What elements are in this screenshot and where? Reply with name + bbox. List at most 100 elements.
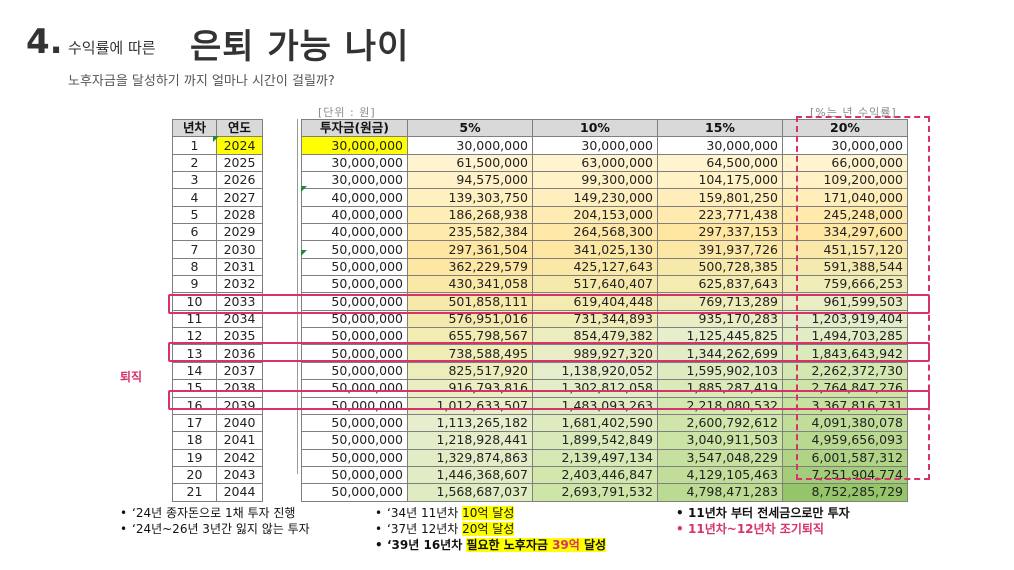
table-row: 40,000,000 235,582,384 264,568,300 297,337,… — [301, 223, 908, 242]
table-row: 8 2031 — [172, 257, 263, 277]
cell-year-count: 12 — [172, 327, 217, 346]
cell-year-count: 5 — [172, 205, 217, 225]
list-item: • 11년차 부터 전세금으로만 투자 — [676, 506, 850, 520]
table-row: 50,000,000 501,858,111 619,404,448 769,713,… — [301, 292, 908, 311]
cell-value: 64,500,000 — [657, 153, 783, 173]
cell-value: 769,713,289 — [657, 292, 783, 311]
cell-year: 2032 — [216, 275, 263, 294]
cell-value: 517,640,407 — [532, 275, 658, 294]
cell-value: 825,517,920 — [407, 361, 533, 381]
cell-year: 2044 — [216, 483, 263, 502]
table-row: 3 2026 — [172, 171, 263, 190]
cell-value: 1,329,874,863 — [407, 448, 533, 467]
table-row: 21 2044 — [172, 483, 263, 502]
bullet-text: ‘24년~26년 3년간 잃지 않는 투자 — [132, 522, 310, 536]
table-row: 9 2032 — [172, 275, 263, 294]
highlighted-amount: 39억 — [552, 538, 580, 552]
cell-value: 1,113,265,182 — [407, 413, 533, 433]
col-header-5pct: 5% — [407, 118, 533, 138]
cell-year: 2040 — [216, 413, 263, 433]
cell-value: 961,599,503 — [782, 292, 908, 311]
unit-note: [단위 : 원] — [318, 106, 376, 119]
bullet-text: ‘39년 16년차 — [387, 538, 467, 552]
table-row: 12 2035 — [172, 327, 263, 346]
highlighted-text: 20억 달성 — [462, 522, 515, 536]
table-row: 5 2028 — [172, 205, 263, 225]
cell-value: 619,404,448 — [532, 292, 658, 311]
cell-value: 30,000,000 — [532, 136, 658, 155]
table-row: 1 2024 — [172, 136, 263, 155]
cell-value: 104,175,000 — [657, 171, 783, 190]
cell-value: 6,001,587,312 — [782, 448, 908, 467]
bullets-middle: • ‘34년 11년차 10억 달성 • ‘37년 12년차 20억 달성 • ‘39… — [375, 505, 607, 553]
cell-value: 30,000,000 — [657, 136, 783, 155]
table-row: 50,000,000 362,229,579 425,127,643 500,728,… — [301, 257, 908, 277]
table-row: 40,000,000 139,303,750 149,230,000 159,801,… — [301, 188, 908, 207]
cell-year-count: 6 — [172, 223, 217, 242]
bullet-text: ‘24년 종자돈으로 1채 투자 진행 — [132, 506, 296, 520]
cell-value: 362,229,579 — [407, 257, 533, 277]
list-item: • ‘34년 11년차 10억 달성 — [375, 506, 515, 520]
cell-value: 4,959,656,093 — [782, 431, 908, 450]
cell-year-count: 17 — [172, 413, 217, 433]
cell-principal: 40,000,000 — [301, 188, 408, 207]
cell-year-count: 3 — [172, 171, 217, 190]
table-row: 50,000,000 1,568,687,037 2,693,791,532 4,79… — [301, 483, 908, 502]
col-header-year-count: 년차 — [172, 118, 217, 138]
cell-value: 2,600,792,612 — [657, 413, 783, 433]
cell-value: 1,595,902,103 — [657, 361, 783, 381]
cell-principal: 50,000,000 — [301, 413, 408, 433]
list-item: • 11년차~12년차 조기퇴직 — [676, 522, 824, 536]
cell-principal: 50,000,000 — [301, 257, 408, 277]
comment-marker-icon — [301, 250, 307, 256]
cell-value: 591,388,544 — [782, 257, 908, 277]
highlighted-text-b: 달성 — [579, 538, 607, 552]
section-number: 4. — [26, 22, 63, 62]
cell-year: 2027 — [216, 188, 263, 207]
cell-value: 1,483,093,263 — [532, 396, 658, 415]
cell-principal: 50,000,000 — [301, 309, 408, 329]
col-header-year: 연도 — [216, 118, 263, 138]
cell-value: 4,091,380,078 — [782, 413, 908, 433]
cell-principal: 50,000,000 — [301, 448, 408, 467]
table-row: 30,000,000 61,500,000 63,000,000 64,500,000… — [301, 153, 908, 173]
bullet-text: ‘37년 12년차 — [387, 522, 463, 536]
cell-year: 2043 — [216, 465, 263, 485]
cell-year: 2026 — [216, 171, 263, 190]
cell-year-count: 14 — [172, 361, 217, 381]
cell-principal: 40,000,000 — [301, 223, 408, 242]
table-row: 30,000,000 94,575,000 99,300,000 104,175,00… — [301, 171, 908, 190]
cell-principal: 50,000,000 — [301, 327, 408, 346]
table-row: 13 2036 — [172, 344, 263, 363]
cell-year-count: 9 — [172, 275, 217, 294]
cell-year-count: 8 — [172, 257, 217, 277]
cell-value: 425,127,643 — [532, 257, 658, 277]
rate-note: [%는 년 수익률] — [810, 106, 897, 119]
cell-value: 576,951,016 — [407, 309, 533, 329]
cell-year-count: 20 — [172, 465, 217, 485]
cell-value: 501,858,111 — [407, 292, 533, 311]
comment-marker-icon — [213, 136, 219, 142]
bullet-text: 11년차 부터 전세금으로만 투자 — [688, 506, 850, 520]
table-row: 20 2043 — [172, 465, 263, 485]
col-header-10pct: 10% — [532, 118, 658, 138]
table-row: 50,000,000 1,113,265,182 1,681,402,590 2,60… — [301, 413, 908, 433]
cell-value: 655,798,567 — [407, 327, 533, 346]
table-gap-divider — [297, 119, 298, 474]
cell-year: 2033 — [216, 292, 263, 311]
cell-value: 2,262,372,730 — [782, 361, 908, 381]
cell-value: 451,157,120 — [782, 240, 908, 259]
cell-principal: 50,000,000 — [301, 240, 408, 259]
cell-value: 2,693,791,532 — [532, 483, 658, 502]
cell-value: 854,479,382 — [532, 327, 658, 346]
table-row: 50,000,000 1,329,874,863 2,139,497,134 3,54… — [301, 448, 908, 467]
table-row: 50,000,000 430,341,058 517,640,407 625,837,… — [301, 275, 908, 294]
col-header-15pct: 15% — [657, 118, 783, 138]
cell-year-count: 4 — [172, 188, 217, 207]
cell-value: 1,344,262,699 — [657, 344, 783, 363]
highlight-column-20pct — [796, 116, 930, 480]
table-row: 40,000,000 186,268,938 204,153,000 223,771,… — [301, 205, 908, 225]
cell-principal: 30,000,000 — [301, 171, 408, 190]
cell-value: 1,681,402,590 — [532, 413, 658, 433]
bullets-right: • 11년차 부터 전세금으로만 투자 • 11년차~12년차 조기퇴직 — [676, 505, 850, 537]
